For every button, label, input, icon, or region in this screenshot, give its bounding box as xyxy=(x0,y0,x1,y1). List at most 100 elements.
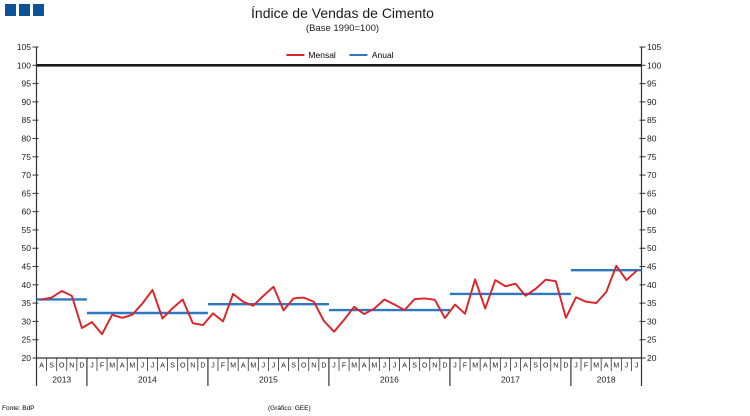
month-label: D xyxy=(442,363,447,370)
right-axis-tick-label: 95 xyxy=(647,79,657,89)
month-label: S xyxy=(533,363,538,370)
logo xyxy=(5,4,44,16)
month-label: O xyxy=(180,363,186,370)
right-axis-tick-label: 45 xyxy=(647,262,657,272)
logo-square-icon xyxy=(5,4,16,16)
month-label: A xyxy=(362,363,367,370)
month-label: J xyxy=(625,363,629,370)
left-axis-tick-label: 60 xyxy=(22,207,32,217)
year-label: 2015 xyxy=(259,375,278,385)
month-label: J xyxy=(383,363,387,370)
right-axis-tick-label: 55 xyxy=(647,225,657,235)
month-label: J xyxy=(514,363,518,370)
month-label: S xyxy=(170,363,175,370)
month-label: J xyxy=(504,363,508,370)
month-label: S xyxy=(412,363,417,370)
right-axis-tick-label: 70 xyxy=(647,170,657,180)
month-label: N xyxy=(311,363,316,370)
month-label: J xyxy=(151,363,155,370)
left-axis-tick-label: 85 xyxy=(22,115,32,125)
month-label: J xyxy=(90,363,94,370)
month-label: M xyxy=(351,363,357,370)
month-label: D xyxy=(200,363,205,370)
month-label: S xyxy=(49,363,54,370)
right-axis-tick-label: 50 xyxy=(647,243,657,253)
month-label: D xyxy=(321,363,326,370)
left-axis-tick-label: 90 xyxy=(22,97,32,107)
month-label: A xyxy=(120,363,125,370)
month-label: J xyxy=(141,363,145,370)
month-label: M xyxy=(613,363,619,370)
month-label: J xyxy=(211,363,215,370)
month-label: N xyxy=(69,363,74,370)
right-axis-tick-label: 75 xyxy=(647,152,657,162)
right-axis-tick-label: 60 xyxy=(647,207,657,217)
month-label: A xyxy=(402,363,407,370)
month-label: O xyxy=(59,363,65,370)
month-label: A xyxy=(241,363,246,370)
month-label: A xyxy=(604,363,609,370)
month-label: A xyxy=(39,363,44,370)
month-label: F xyxy=(342,363,346,370)
month-label: M xyxy=(472,363,478,370)
month-label: M xyxy=(492,363,498,370)
logo-square-icon xyxy=(19,4,30,16)
left-axis-tick-label: 75 xyxy=(22,152,32,162)
month-label: M xyxy=(109,363,115,370)
right-axis-tick-label: 65 xyxy=(647,188,657,198)
right-axis-tick-label: 30 xyxy=(647,316,657,326)
left-axis-tick-label: 45 xyxy=(22,262,32,272)
left-axis-tick-label: 50 xyxy=(22,243,32,253)
month-label: M xyxy=(371,363,377,370)
left-axis-tick-label: 80 xyxy=(22,133,32,143)
right-axis-tick-label: 80 xyxy=(647,133,657,143)
month-label: A xyxy=(523,363,528,370)
month-label: F xyxy=(221,363,225,370)
right-axis-tick-label: 90 xyxy=(647,97,657,107)
month-label: M xyxy=(593,363,599,370)
year-label: 2018 xyxy=(597,375,616,385)
left-axis-tick-label: 25 xyxy=(22,335,32,345)
mensal-line-swatch-icon xyxy=(286,54,305,56)
legend-item-mensal: Mensal xyxy=(286,50,336,60)
left-axis-tick-label: 20 xyxy=(22,353,32,363)
month-label: J xyxy=(574,363,578,370)
anual-line-swatch-icon xyxy=(349,54,368,56)
page-title: Índice de Vendas de Cimento xyxy=(251,5,434,21)
month-label: O xyxy=(301,363,307,370)
legend-label-mensal: Mensal xyxy=(308,50,336,60)
month-label: N xyxy=(432,363,437,370)
month-label: J xyxy=(262,363,266,370)
left-axis-tick-label: 95 xyxy=(22,79,32,89)
year-label: 2016 xyxy=(380,375,399,385)
month-label: F xyxy=(463,363,467,370)
logo-square-icon xyxy=(33,4,44,16)
year-label: 2017 xyxy=(501,375,520,385)
left-axis-tick-label: 35 xyxy=(22,298,32,308)
month-label: J xyxy=(453,363,457,370)
month-label: A xyxy=(160,363,165,370)
month-label: M xyxy=(250,363,256,370)
month-label: J xyxy=(393,363,397,370)
chart-legend: Mensal Anual xyxy=(286,50,394,60)
left-axis-tick-label: 55 xyxy=(22,225,32,235)
left-axis-tick-label: 100 xyxy=(17,60,31,70)
right-axis-tick-label: 20 xyxy=(647,353,657,363)
page-subtitle: (Base 1990=100) xyxy=(305,23,380,34)
month-label: A xyxy=(281,363,286,370)
month-label: M xyxy=(129,363,135,370)
month-label: O xyxy=(422,363,428,370)
right-axis-tick-label: 100 xyxy=(647,60,661,70)
month-label: M xyxy=(230,363,236,370)
right-axis-tick-label: 40 xyxy=(647,280,657,290)
year-label: 2013 xyxy=(52,375,71,385)
month-label: O xyxy=(543,363,549,370)
left-axis-tick-label: 30 xyxy=(22,316,32,326)
monthly-line xyxy=(40,264,638,336)
month-label: S xyxy=(291,363,296,370)
month-label: F xyxy=(584,363,588,370)
right-axis-tick-label: 105 xyxy=(647,42,661,52)
legend-item-anual: Anual xyxy=(349,50,394,60)
